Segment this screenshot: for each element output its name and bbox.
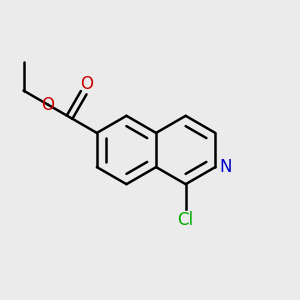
Text: N: N <box>220 158 232 176</box>
Text: O: O <box>80 75 93 93</box>
Text: O: O <box>41 96 55 114</box>
Text: Cl: Cl <box>178 211 194 229</box>
